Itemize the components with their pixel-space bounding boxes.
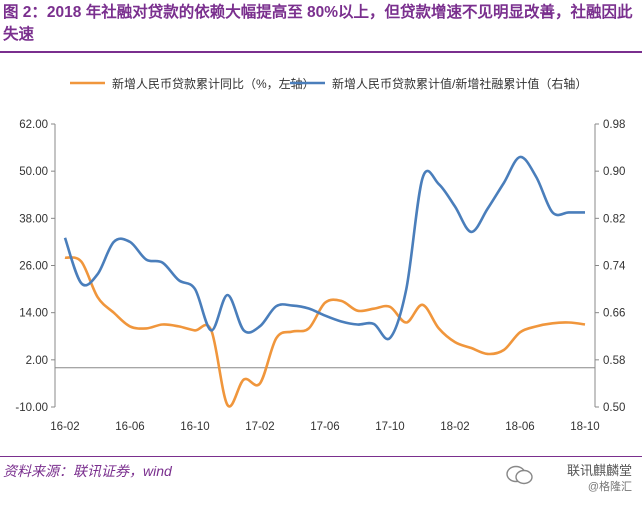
watermark-name: 联讯麒麟堂 [566,463,632,478]
right-tick-label: 0.98 [603,119,625,131]
line-chart: 新增人民币贷款累计同比（%，左轴） 新增人民币贷款累计值/新增社融累计值（右轴）… [15,76,626,433]
x-tick-label: 17-06 [310,421,339,433]
left-tick-label: 14.00 [19,308,48,320]
right-tick-label: 0.58 [603,355,625,367]
axes: 62.00 50.00 38.00 26.00 14.00 2.00 -10.00 0.98 0… [15,119,626,433]
watermark-sub: @格隆汇 [587,481,632,493]
source-note: 资料来源：联讯证券，wind [3,463,172,479]
legend: 新增人民币贷款累计同比（%，左轴） 新增人民币贷款累计值/新增社融累计值（右轴） [70,76,587,91]
left-tick-label: 62.00 [19,119,48,131]
left-tick-label: 2.00 [26,355,48,367]
right-tick-label: 0.74 [603,261,626,273]
right-tick-label: 0.66 [603,308,625,320]
left-tick-label: 26.00 [19,261,48,273]
left-tick-label: 38.00 [19,213,48,225]
left-tick-label: -10.00 [15,402,48,414]
left-tick-label: 50.00 [19,166,48,178]
x-tick-label: 16-10 [180,421,209,433]
right-tick-label: 0.90 [603,166,625,178]
x-tick-label: 17-02 [245,421,274,433]
x-tick-label: 18-02 [440,421,469,433]
series-line-loan-growth [64,256,586,408]
series-line-loan-share [63,155,586,341]
title-divider [0,51,642,53]
legend-label-right: 新增人民币贷款累计值/新增社融累计值（右轴） [332,76,587,91]
x-tick-label: 18-10 [570,421,599,433]
x-tick-label: 18-06 [505,421,534,433]
x-tick-label: 16-06 [115,421,144,433]
series-lines [63,155,586,408]
right-tick-label: 0.50 [603,402,625,414]
x-tick-label: 17-10 [375,421,404,433]
x-tick-label: 16-02 [50,421,79,433]
figure-title: 图 2：2018 年社融对贷款的依赖大幅提高至 80%以上，但贷款增速不见明显改… [3,4,633,43]
right-tick-label: 0.82 [603,213,625,225]
legend-label-left: 新增人民币贷款累计同比（%，左轴） [112,76,315,91]
wechat-icon [506,465,533,485]
footer-divider [0,456,642,457]
watermark: 联讯麒麟堂 @格隆汇 [567,463,632,495]
